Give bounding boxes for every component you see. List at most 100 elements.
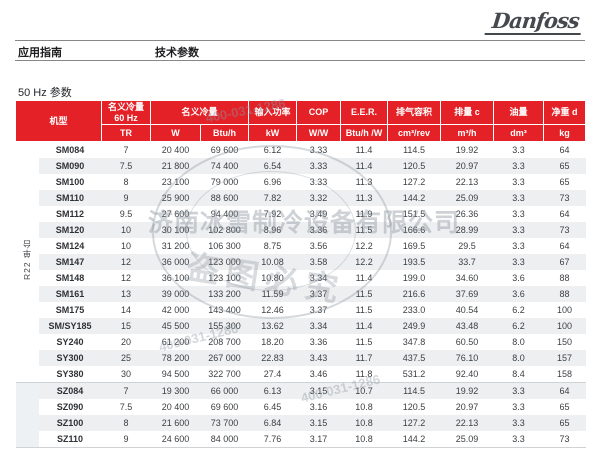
value-cell: 15 bbox=[101, 318, 151, 334]
value-cell: 7.5 bbox=[119, 402, 133, 412]
value-cell: 3.15 bbox=[296, 415, 341, 431]
value-cell: 7.5 bbox=[101, 158, 151, 174]
value-cell: 3.3 bbox=[512, 177, 525, 187]
value-cell: 3.16 bbox=[309, 402, 328, 412]
value-cell: 3.34 bbox=[309, 273, 328, 283]
value-cell: 79 000 bbox=[210, 177, 239, 187]
value-cell: 7.82 bbox=[248, 190, 297, 206]
value-cell: 3.3 bbox=[493, 382, 544, 399]
value-cell: 10 bbox=[101, 222, 151, 238]
model-cell: SZ084 bbox=[38, 382, 102, 399]
value-cell: 27 600 bbox=[161, 209, 190, 219]
value-cell: 3.6 bbox=[493, 286, 544, 302]
value-cell: 37.69 bbox=[440, 286, 494, 302]
value-cell: 216.6 bbox=[387, 286, 441, 302]
table-row: SM/SY185 15 45 500 155 300 13.62 3.34 11.4 249.… bbox=[16, 318, 586, 334]
value-cell: 3.3 bbox=[512, 402, 525, 412]
value-cell: 3.3 bbox=[493, 254, 544, 270]
table-row: SM112 9.5 27 600 94 400 7.92 3.49 11.9 151.5 26.… bbox=[16, 206, 586, 222]
value-cell: 28.99 bbox=[440, 222, 494, 238]
value-cell: 3.3 bbox=[493, 222, 544, 238]
table-row: SM090 7.5 21 800 74 400 6.54 3.33 11.4 120.5 20.… bbox=[16, 158, 586, 174]
value-cell: 12.2 bbox=[355, 241, 373, 251]
value-cell: 25.09 bbox=[440, 190, 494, 206]
value-cell: 123 100 bbox=[208, 273, 241, 283]
value-cell: 127.2 bbox=[387, 415, 441, 431]
value-cell: 8.4 bbox=[512, 369, 525, 379]
value-cell: 12 bbox=[121, 273, 132, 283]
value-cell: 23 100 bbox=[161, 177, 190, 187]
value-cell: 3.49 bbox=[309, 209, 328, 219]
value-cell: 9 bbox=[101, 190, 151, 206]
value-cell: 20 400 bbox=[161, 145, 190, 155]
table-row: SZ090 7.5 20 400 69 600 6.45 3.16 10.8 120.5 20.… bbox=[16, 399, 586, 415]
value-cell: 8.75 bbox=[263, 241, 282, 251]
value-cell: 6.96 bbox=[263, 177, 282, 187]
value-cell: 21 800 bbox=[150, 158, 201, 174]
value-cell: 61 200 bbox=[161, 337, 190, 347]
divider-top bbox=[15, 40, 585, 41]
value-cell: 10.8 bbox=[340, 415, 388, 431]
col-header-swept-volume: 排量 c bbox=[440, 100, 495, 125]
model-cell: SY240 bbox=[56, 337, 84, 347]
value-cell: 6.54 bbox=[248, 158, 297, 174]
value-cell: 11.5 bbox=[355, 305, 373, 315]
value-cell: 30 bbox=[121, 369, 132, 379]
breadcrumb-technical-parameters: 技术参数 bbox=[155, 47, 199, 59]
col-header-power: 输入功率 bbox=[248, 100, 298, 125]
table-row: SM110 9 25 900 88 600 7.82 3.32 11.3 144.2 25.09… bbox=[16, 190, 586, 206]
value-cell: 11.8 bbox=[355, 369, 373, 379]
value-cell: 36 100 bbox=[161, 273, 190, 283]
col-header-capacity-60hz: 名义冷量 60 Hz bbox=[101, 100, 152, 125]
value-cell: 45 500 bbox=[150, 318, 201, 334]
table-row: SM148 12 36 100 123 100 10.80 3.34 11.4 199.0 34… bbox=[16, 270, 586, 286]
value-cell: 10 bbox=[121, 241, 132, 251]
value-cell: 3.36 bbox=[309, 337, 328, 347]
value-cell: 11.4 bbox=[355, 145, 373, 155]
value-cell: 19 300 bbox=[150, 382, 201, 399]
unit-w: W bbox=[150, 124, 202, 142]
value-cell: 3.3 bbox=[493, 158, 544, 174]
value-cell: 437.5 bbox=[387, 350, 441, 366]
table-row: SY300 25 78 200 267 000 22.83 3.43 11.7 437.5 76… bbox=[16, 350, 586, 366]
table-row: SM124 10 31 200 106 300 8.75 3.56 12.2 169.5 29.… bbox=[16, 238, 586, 254]
value-cell: 20 bbox=[121, 337, 132, 347]
value-cell: 6.2 bbox=[512, 305, 525, 315]
danfoss-logo: Danfoss bbox=[484, 8, 584, 35]
value-cell: 29.5 bbox=[458, 241, 476, 251]
value-cell: 11.7 bbox=[340, 350, 388, 366]
value-cell: 151.5 bbox=[402, 209, 426, 219]
value-cell: 65 bbox=[543, 158, 586, 174]
value-cell: 22.83 bbox=[248, 350, 297, 366]
value-cell: 3.37 bbox=[309, 305, 328, 315]
model-cell: SM124 bbox=[55, 241, 85, 251]
model-cell: SM175 bbox=[55, 305, 85, 315]
value-cell: 22.13 bbox=[455, 177, 479, 187]
unit-kw: kW bbox=[248, 124, 298, 142]
value-cell: 10.08 bbox=[248, 254, 297, 270]
value-cell: 66 000 bbox=[200, 382, 249, 399]
value-cell: 3.3 bbox=[512, 145, 525, 155]
value-cell: 144.2 bbox=[387, 190, 441, 206]
col-header-eer: E.E.R. bbox=[340, 100, 389, 125]
col-header-displacement: 排气容积 bbox=[387, 100, 442, 125]
value-cell: 106 300 bbox=[208, 241, 241, 251]
value-cell: 25.09 bbox=[455, 434, 479, 444]
value-cell: 42 000 bbox=[161, 305, 190, 315]
value-cell: 11.5 bbox=[340, 286, 388, 302]
model-cell: SM148 bbox=[55, 273, 85, 283]
value-cell: 26.36 bbox=[455, 209, 479, 219]
value-cell: 94 500 bbox=[161, 369, 190, 379]
model-cell: SM/SY185 bbox=[38, 318, 102, 334]
value-cell: 39 000 bbox=[150, 286, 201, 302]
table-row: SM175 14 42 000 143 400 12.46 3.37 11.5 233.0 40… bbox=[16, 302, 586, 318]
value-cell: 120.5 bbox=[402, 402, 426, 412]
model-cell: SZ110 bbox=[56, 434, 84, 444]
value-cell: 13.62 bbox=[248, 318, 297, 334]
value-cell: 3.32 bbox=[296, 190, 341, 206]
value-cell: 12.2 bbox=[340, 254, 388, 270]
value-cell: 3.33 bbox=[296, 158, 341, 174]
value-cell: 60.50 bbox=[455, 337, 479, 347]
value-cell: 3.56 bbox=[309, 241, 328, 251]
